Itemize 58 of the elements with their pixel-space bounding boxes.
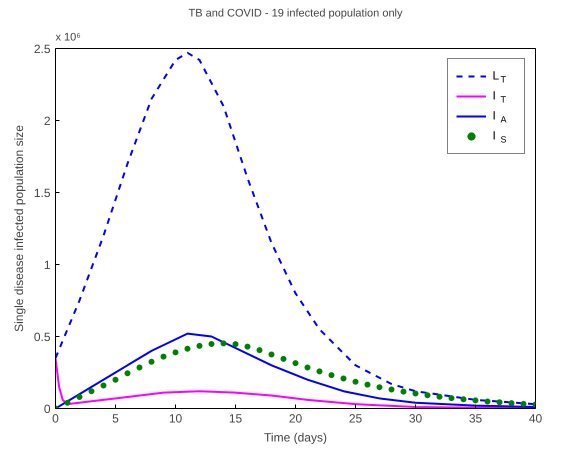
x-tick-label: 30 [408,412,422,426]
x-tick-label: 10 [168,412,182,426]
point [148,358,154,365]
point [508,400,514,406]
point [64,400,70,406]
point [160,354,166,360]
point [112,376,118,383]
point [484,398,490,404]
point [328,372,334,378]
point [100,382,106,388]
point [460,396,466,402]
point [292,360,298,366]
text: x 10⁶ [56,32,81,44]
point [472,397,478,404]
point [448,395,454,402]
y-axis-title: Single disease infected population size [12,124,26,332]
point [376,384,382,390]
x-axis-title: Time (days) [264,430,327,444]
y-tick-label: 2 [44,114,51,128]
point [76,394,82,400]
point [364,382,370,388]
x-tick-label: 0 [52,412,60,426]
y-tick-label: 2.5 [34,42,51,56]
point [124,370,130,376]
point [352,378,358,385]
point [268,352,274,358]
point [304,364,310,370]
y-tick-label: 0.5 [34,330,51,344]
point [436,394,442,400]
x-tick-label: 20 [288,412,302,426]
point [196,342,202,349]
point [400,388,406,395]
point [88,388,94,394]
point [496,399,502,406]
point [232,341,238,348]
y-tick-label: 1.5 [34,186,51,200]
point [256,347,262,354]
point [424,392,430,398]
x-tick-label: 35 [468,412,482,426]
x-tick-label: 5 [112,412,120,426]
y-tick-label: 0 [44,402,51,416]
point [208,340,214,347]
point [388,386,394,392]
point [412,390,418,397]
x-tick-label: 15 [228,412,242,426]
point [172,349,178,356]
point [184,346,190,352]
y-tick-label: 1 [44,258,51,272]
x-tick-label: 40 [528,412,542,426]
point [520,400,526,407]
point [340,376,346,382]
chart-title: TB and COVID - 19 infected population only [188,8,404,20]
x-tick-label: 25 [348,412,362,426]
point [316,368,322,374]
point [220,340,226,346]
point [136,364,142,370]
point [244,344,250,350]
point [280,356,286,362]
